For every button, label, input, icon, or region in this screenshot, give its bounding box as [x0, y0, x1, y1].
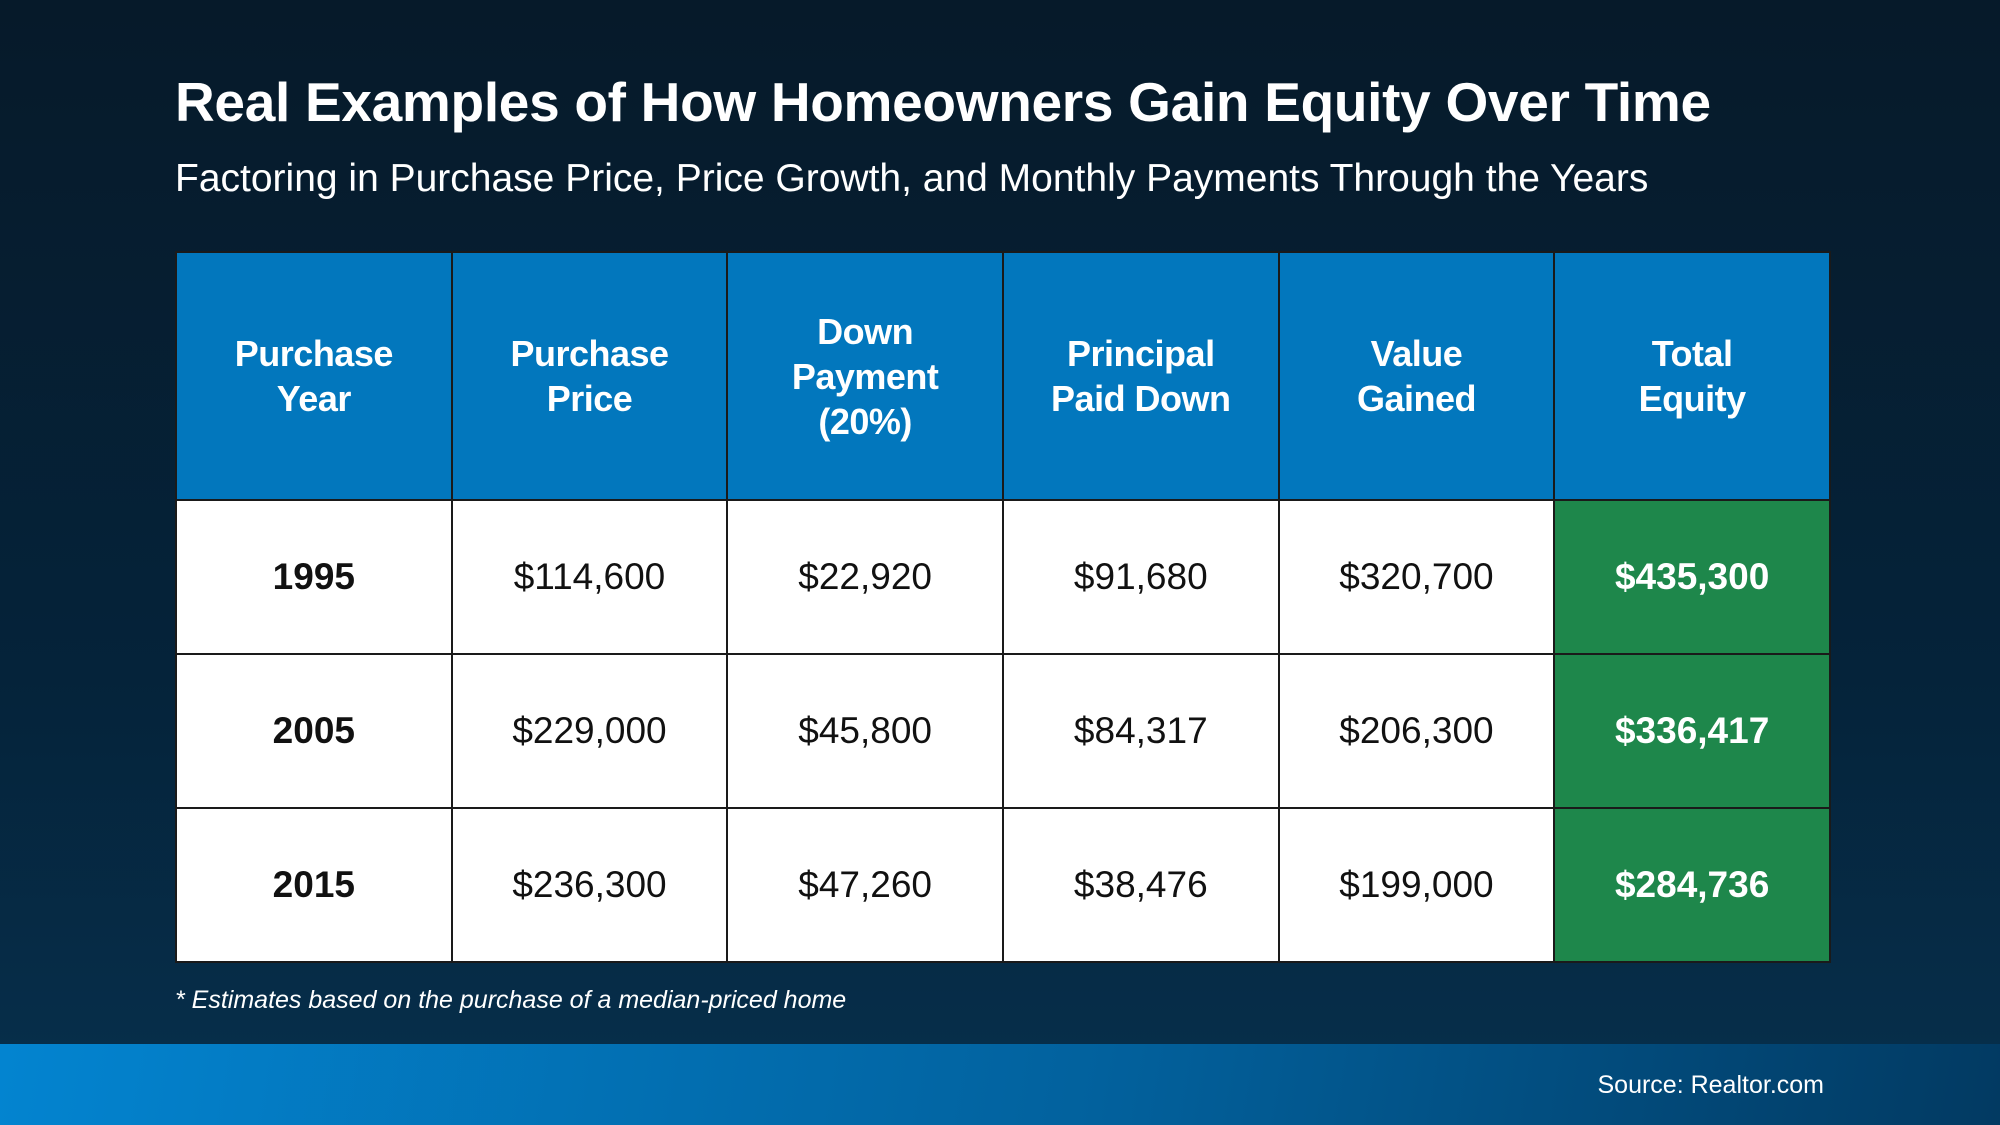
table-row: 1995 $114,600 $22,920 $91,680 $320,700 $435,3… — [175, 499, 1831, 655]
column-header: Purchase Year — [175, 251, 453, 501]
year-cell: 2005 — [175, 653, 453, 809]
column-header: Purchase Price — [450, 251, 729, 501]
value-cell: $22,920 — [726, 499, 1004, 655]
value-cell: $236,300 — [450, 807, 729, 963]
total-equity-cell: $284,736 — [1553, 807, 1831, 963]
value-cell: $84,317 — [1001, 653, 1280, 809]
column-header: Principal Paid Down — [1001, 251, 1280, 501]
year-cell: 1995 — [175, 499, 453, 655]
equity-table: Purchase Year Purchase Price Down Payment (20%… — [175, 251, 1831, 963]
table-row: 2005 $229,000 $45,800 $84,317 $206,300 $336,4… — [175, 653, 1831, 809]
total-equity-cell: $336,417 — [1553, 653, 1831, 809]
year-cell: 2015 — [175, 807, 453, 963]
value-cell: $114,600 — [450, 499, 729, 655]
total-equity-cell: $435,300 — [1553, 499, 1831, 655]
value-cell: $320,700 — [1277, 499, 1556, 655]
table-row: 2015 $236,300 $47,260 $38,476 $199,000 $284,7… — [175, 807, 1831, 963]
value-cell: $229,000 — [450, 653, 729, 809]
page-title: Real Examples of How Homeowners Gain Equ… — [175, 71, 1711, 133]
column-header: Value Gained — [1277, 251, 1556, 501]
column-header: Total Equity — [1553, 251, 1831, 501]
table-header-row: Purchase Year Purchase Price Down Payment (20%… — [175, 251, 1831, 501]
value-cell: $91,680 — [1001, 499, 1280, 655]
value-cell: $47,260 — [726, 807, 1004, 963]
source-label: Source: Realtor.com — [1597, 1071, 1825, 1099]
value-cell: $206,300 — [1277, 653, 1556, 809]
value-cell: $38,476 — [1001, 807, 1280, 963]
footer-band: Source: Realtor.com — [0, 1044, 2000, 1125]
page-subtitle: Factoring in Purchase Price, Price Growt… — [175, 157, 1649, 200]
footnote: * Estimates based on the purchase of a m… — [175, 986, 847, 1014]
column-header: Down Payment (20%) — [726, 251, 1004, 501]
value-cell: $199,000 — [1277, 807, 1556, 963]
value-cell: $45,800 — [726, 653, 1004, 809]
